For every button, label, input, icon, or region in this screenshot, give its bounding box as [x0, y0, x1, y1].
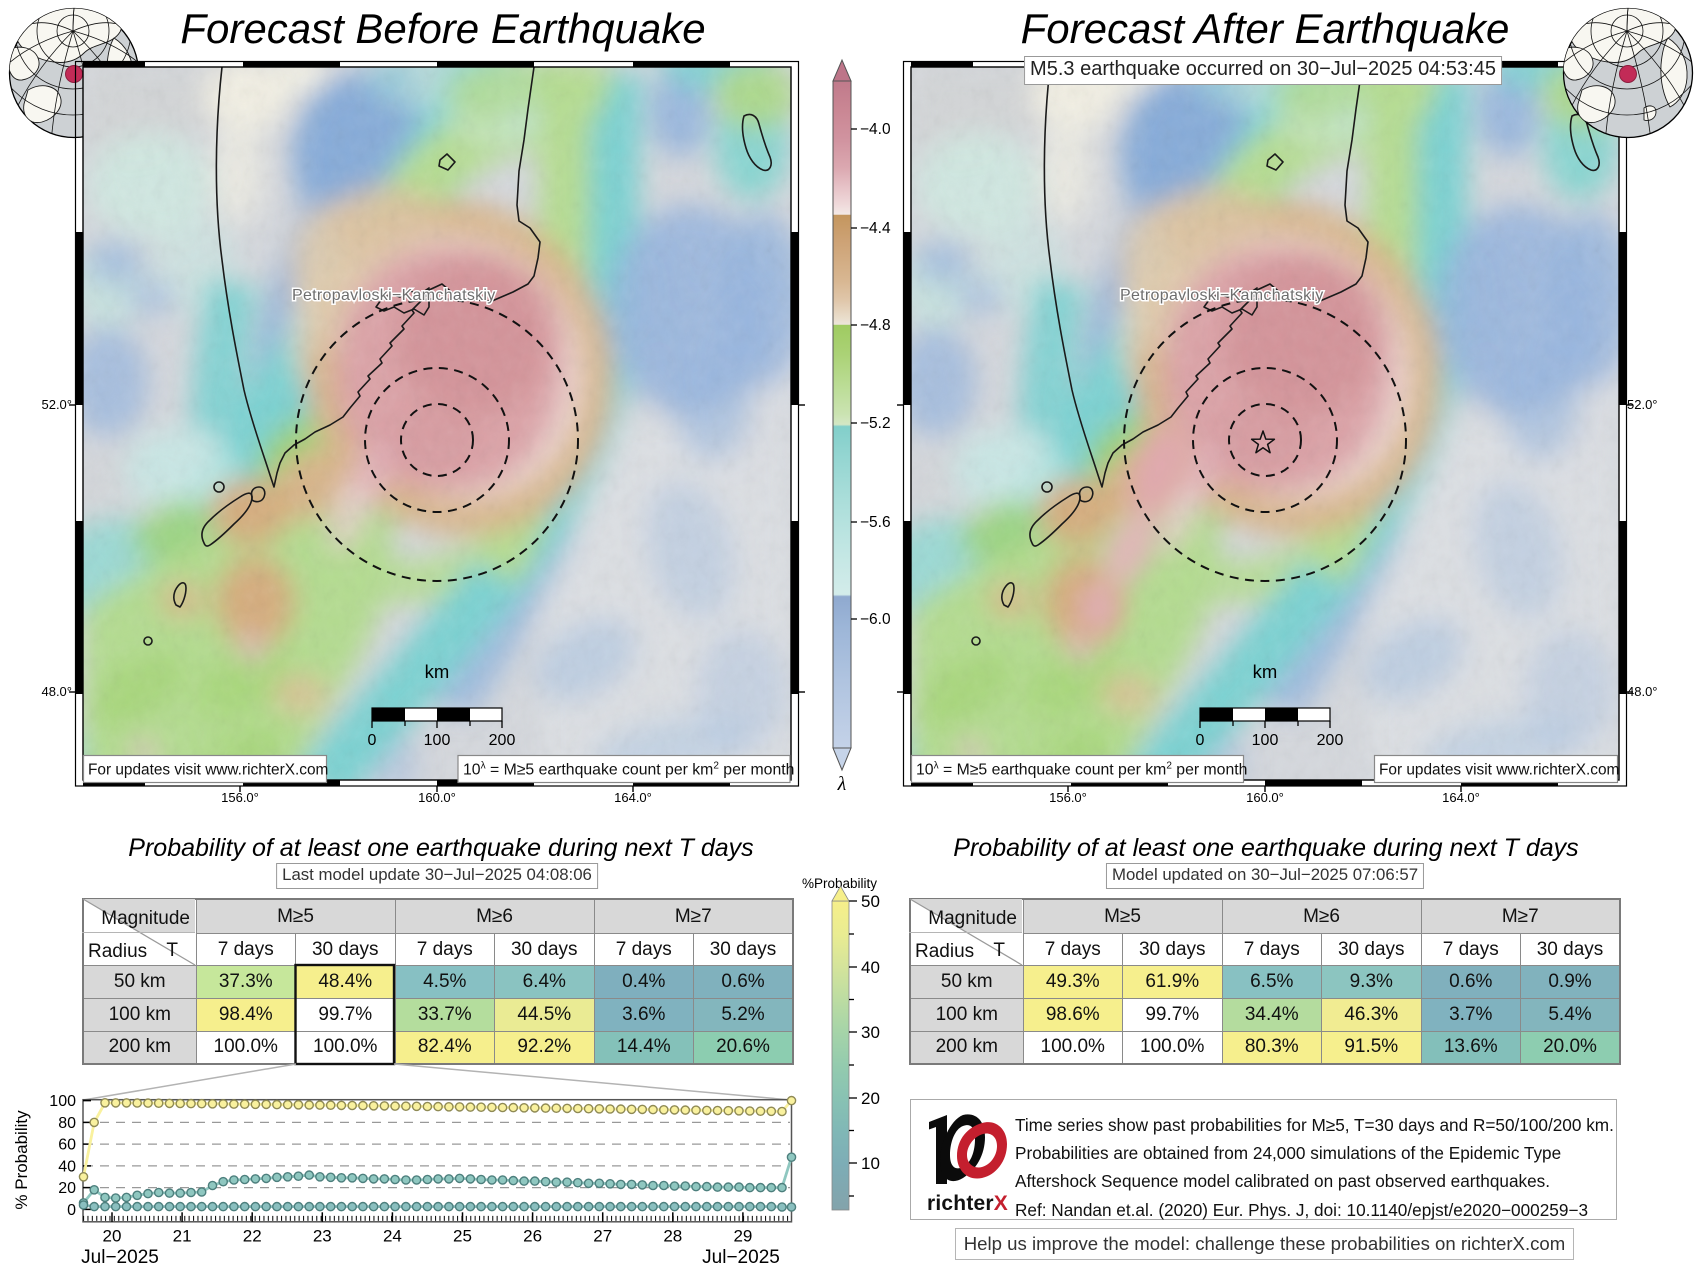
svg-text:−5.6: −5.6 — [860, 514, 891, 531]
svg-text:156.0°: 156.0° — [221, 790, 259, 805]
svg-text:24: 24 — [383, 1227, 402, 1246]
svg-text:28: 28 — [663, 1227, 682, 1246]
svg-text:23: 23 — [313, 1227, 332, 1246]
svg-text:−5.2: −5.2 — [860, 415, 891, 432]
svg-text:22: 22 — [243, 1227, 262, 1246]
svg-text:52.0°: 52.0° — [1627, 397, 1658, 412]
svg-text:−4.0: −4.0 — [860, 121, 891, 138]
svg-text:richterX: richterX — [927, 1192, 1008, 1214]
svg-text:%Probability: %Probability — [802, 876, 877, 891]
svg-text:−4.4: −4.4 — [860, 220, 891, 237]
svg-text:29: 29 — [733, 1227, 752, 1246]
svg-text:25: 25 — [453, 1227, 472, 1246]
svg-text:For updates visit www.richterX: For updates visit www.richterX.com — [88, 762, 328, 779]
svg-text:60: 60 — [58, 1137, 76, 1154]
svg-text:50: 50 — [861, 892, 880, 911]
svg-text:10λ = M≥5 earthquake count per: 10λ = M≥5 earthquake count per km2 per m… — [463, 761, 794, 779]
svg-text:−4.8: −4.8 — [860, 317, 891, 334]
svg-text:48.0°: 48.0° — [1627, 684, 1658, 699]
svg-text:164.0°: 164.0° — [1442, 790, 1480, 805]
svg-text:10: 10 — [861, 1154, 880, 1173]
svg-text:160.0°: 160.0° — [418, 790, 456, 805]
svg-text:40: 40 — [58, 1158, 76, 1175]
svg-text:λ: λ — [837, 773, 847, 795]
svg-text:Jul−2025: Jul−2025 — [81, 1247, 159, 1267]
svg-text:20: 20 — [58, 1180, 76, 1197]
svg-text:80: 80 — [58, 1115, 76, 1132]
svg-text:52.0°: 52.0° — [41, 397, 72, 412]
svg-text:48.0°: 48.0° — [41, 684, 72, 699]
svg-text:21: 21 — [173, 1227, 192, 1246]
svg-text:26: 26 — [523, 1227, 542, 1246]
svg-text:20: 20 — [861, 1089, 880, 1108]
svg-text:0: 0 — [67, 1202, 76, 1219]
svg-text:−6.0: −6.0 — [860, 611, 891, 628]
svg-text:Jul−2025: Jul−2025 — [702, 1247, 780, 1267]
svg-text:40: 40 — [861, 958, 880, 977]
svg-text:20: 20 — [103, 1227, 122, 1246]
svg-text:100: 100 — [49, 1093, 76, 1110]
svg-text:27: 27 — [593, 1227, 612, 1246]
svg-text:% Probability: % Probability — [12, 1110, 31, 1210]
svg-text:160.0°: 160.0° — [1246, 790, 1284, 805]
svg-text:164.0°: 164.0° — [614, 790, 652, 805]
svg-text:30: 30 — [861, 1023, 880, 1042]
svg-text:156.0°: 156.0° — [1049, 790, 1087, 805]
svg-text:For updates visit www.richterX: For updates visit www.richterX.com — [1379, 762, 1619, 779]
svg-text:10λ = M≥5 earthquake count per: 10λ = M≥5 earthquake count per km2 per m… — [916, 761, 1247, 779]
